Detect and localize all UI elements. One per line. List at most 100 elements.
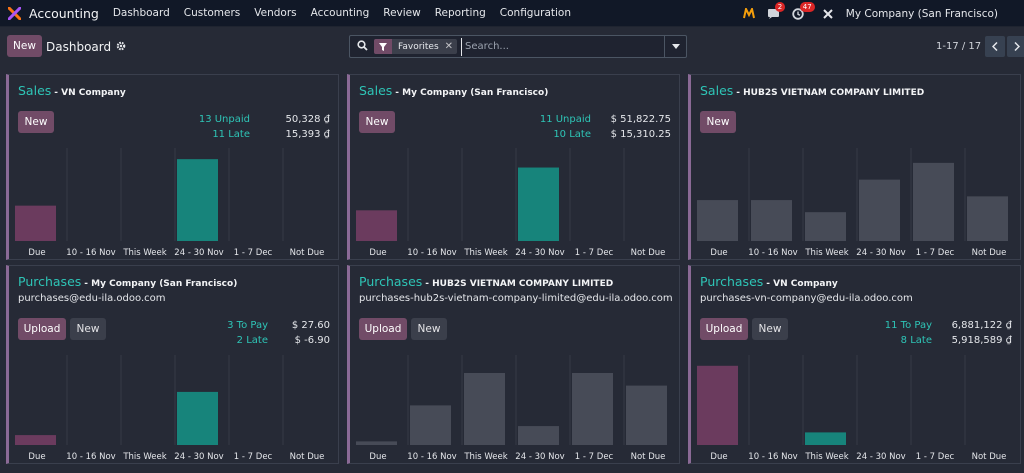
upload-button[interactable]: Upload [18,318,66,340]
stat-row: 10 Late $ 15,310.25 [540,127,671,142]
chart-tick-label: 24 - 30 Nov [174,452,223,462]
page-title: Dashboard [46,40,112,54]
chart-tick-label: Due [710,248,727,258]
chart-tick-label: 1 - 7 Dec [575,248,614,258]
late-link[interactable]: 10 Late [553,129,591,140]
aging-bar-chart: Due 10 - 16 Nov This Week 24 - 30 Nov 1 - 7 … [356,355,667,462]
journal-name[interactable]: Sales [700,83,734,98]
menu-accounting[interactable]: Accounting [310,7,370,19]
to-pay-amount: $ 27.60 [291,320,330,331]
search-bar: Favorites ✕ [349,35,687,58]
new-bill-button[interactable]: New [70,318,106,340]
favorites-facet: Favorites ✕ [374,39,458,54]
late-amount: $ -6.90 [294,335,330,346]
late-link[interactable]: 2 Late [236,335,268,346]
upload-button[interactable]: Upload [359,318,407,340]
journal-name[interactable]: Sales [18,83,52,98]
chevron-right-icon[interactable] [1007,36,1024,57]
chart-tick-label: 10 - 16 Nov [66,452,115,462]
chart-tick-label: 10 - 16 Nov [748,452,797,462]
journal-name[interactable]: Sales [359,83,393,98]
chart-bar-0[interactable] [15,205,56,241]
journal-company: - HUB2S VIETNAM COMPANY LIMITED [425,279,614,289]
chart-bar-4[interactable] [572,373,613,445]
stat-row: 11 To Pay 6,881,122 ₫ [885,318,1012,333]
chart-tick-label: 1 - 7 Dec [916,248,955,258]
late-link[interactable]: 8 Late [900,335,932,346]
search-icon[interactable] [357,39,368,54]
close-icon[interactable]: ✕ [444,41,454,52]
chart-bar-4[interactable] [913,162,954,241]
app-title[interactable]: Accounting [29,5,99,21]
chart-bar-2[interactable] [805,432,846,445]
journal-card: Purchases - My Company (San Francisco) p… [6,265,339,464]
chart-tick-label: 1 - 7 Dec [575,452,614,462]
chart-bar-0[interactable] [356,210,397,241]
chart-bar-3[interactable] [177,159,218,241]
company-switcher[interactable]: My Company (San Francisco) [845,7,998,20]
breadcrumb: Dashboard [46,40,126,54]
chart-bar-0[interactable] [697,365,738,445]
chart-bar-3[interactable] [518,167,559,241]
new-invoice-button[interactable]: New [700,111,736,133]
menu-review[interactable]: Review [383,7,421,19]
new-invoice-button[interactable]: New [18,111,54,133]
chart-bar-0[interactable] [697,200,738,241]
chart-tick-label: Due [710,452,727,462]
menu-dashboard[interactable]: Dashboard [112,7,170,19]
unpaid-link[interactable]: 13 Unpaid [198,114,250,125]
chart-tick-label: 24 - 30 Nov [515,248,564,258]
to-pay-link[interactable]: 11 To Pay [884,320,932,331]
brand-m-icon[interactable] [742,7,755,21]
gear-icon[interactable] [116,40,126,54]
chart-tick-label: 1 - 7 Dec [916,452,955,462]
chart-bar-1[interactable] [410,405,451,445]
new-button[interactable]: New [7,35,42,57]
unpaid-link[interactable]: 11 Unpaid [539,114,591,125]
search-input[interactable] [461,37,664,56]
activity-badge: 47 [799,1,815,12]
stat-row: 8 Late 5,918,589 ₫ [885,333,1012,348]
new-invoice-button[interactable]: New [359,111,395,133]
chart-bar-3[interactable] [177,391,218,445]
chart-bar-5[interactable] [626,385,667,445]
menu-reporting[interactable]: Reporting [434,7,486,19]
to-pay-link[interactable]: 3 To Pay [227,320,268,331]
chart-bar-1[interactable] [751,200,792,241]
messages-icon[interactable]: 2 [767,1,786,21]
journal-name[interactable]: Purchases [700,274,764,289]
chart-bar-2[interactable] [805,212,846,241]
caret-down-icon[interactable] [664,36,686,57]
chart-bar-5[interactable] [967,196,1008,241]
menu-customers[interactable]: Customers [183,7,241,19]
menu-configuration[interactable]: Configuration [499,7,571,19]
chart-tick-label: Not Due [972,248,1007,258]
activity-clock-icon[interactable]: 47 [792,1,815,21]
pager-value[interactable]: 1-17 / 17 [936,41,982,52]
new-bill-button[interactable]: New [411,318,447,340]
journal-name[interactable]: Purchases [18,274,82,289]
chart-tick-label: This Week [463,248,507,258]
new-bill-button[interactable]: New [752,318,788,340]
journal-company: - VN Company [766,279,838,289]
chart-bar-3[interactable] [518,426,559,445]
chart-tick-label: Not Due [972,452,1007,462]
chart-tick-label: 24 - 30 Nov [174,248,223,258]
late-link[interactable]: 11 Late [212,129,250,140]
journal-card: Purchases - HUB2S VIETNAM COMPANY LIMITE… [347,265,680,464]
chart-bar-0[interactable] [15,435,56,445]
chart-bar-2[interactable] [464,373,505,445]
upload-button[interactable]: Upload [700,318,748,340]
chart-tick-label: 10 - 16 Nov [407,248,456,258]
tools-icon[interactable] [822,7,834,21]
chart-tick-label: Not Due [631,452,666,462]
menu-vendors[interactable]: Vendors [254,7,297,19]
chart-tick-label: This Week [122,452,166,462]
facet-label: Favorites [398,41,439,52]
chevron-left-icon[interactable] [985,36,1005,57]
chart-bar-0[interactable] [356,441,397,445]
accounting-app-icon[interactable] [7,6,22,20]
chart-bar-3[interactable] [859,179,900,241]
journal-name[interactable]: Purchases [359,274,423,289]
chart-tick-label: This Week [463,452,507,462]
